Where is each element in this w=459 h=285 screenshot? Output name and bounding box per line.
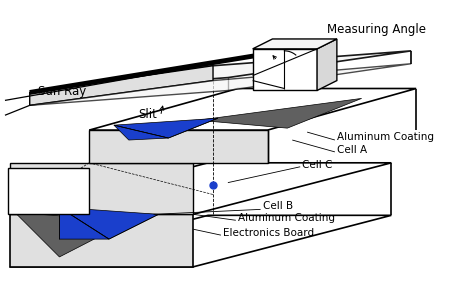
Polygon shape [252, 49, 317, 90]
Polygon shape [30, 66, 213, 105]
Polygon shape [198, 98, 362, 128]
Polygon shape [317, 39, 337, 90]
Text: Cell A: Cell A [337, 145, 367, 155]
Polygon shape [10, 214, 193, 267]
Text: Aluminum Coating: Aluminum Coating [238, 213, 335, 223]
Polygon shape [10, 215, 392, 267]
Text: Sun Ray: Sun Ray [38, 86, 86, 98]
Text: Electronics Board: Electronics Board [223, 228, 314, 238]
Polygon shape [30, 51, 411, 92]
Polygon shape [89, 130, 268, 163]
Text: Measuring Angle: Measuring Angle [327, 23, 426, 36]
Polygon shape [60, 207, 158, 239]
Polygon shape [10, 163, 193, 214]
Polygon shape [60, 207, 109, 239]
Text: Aluminum Coating: Aluminum Coating [337, 132, 434, 142]
Polygon shape [114, 125, 168, 140]
Polygon shape [114, 118, 218, 138]
Polygon shape [89, 89, 416, 130]
Text: Cell C: Cell C [302, 160, 333, 170]
Text: Slit: Slit [139, 108, 157, 121]
Polygon shape [30, 64, 411, 105]
Polygon shape [15, 212, 129, 257]
Polygon shape [8, 168, 89, 214]
Text: Cell B: Cell B [263, 201, 293, 211]
Polygon shape [252, 39, 337, 49]
Polygon shape [10, 163, 392, 214]
